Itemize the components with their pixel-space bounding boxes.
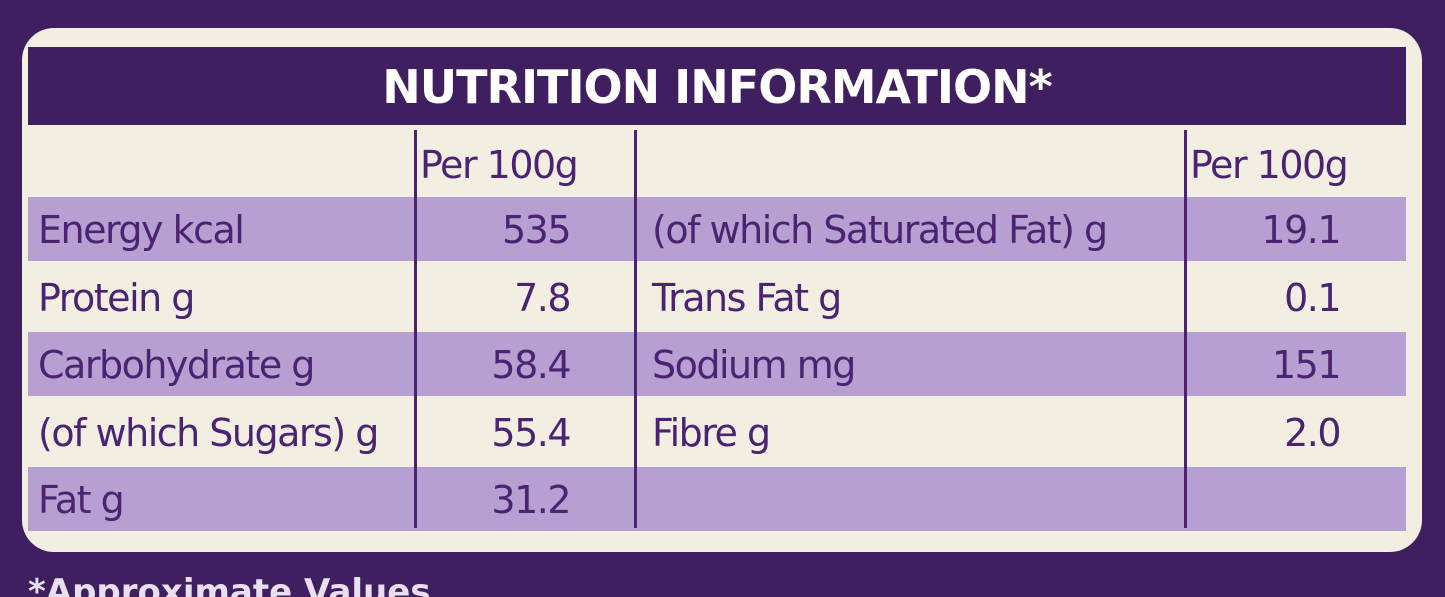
nutrient-label: Carbohydrate g: [38, 343, 315, 387]
nutrient-label: Protein g: [38, 275, 195, 320]
nutrient-value: 7.8: [514, 275, 571, 320]
row-shade: [28, 332, 1406, 396]
column-divider: [634, 130, 637, 528]
nutrient-value: 151: [1271, 343, 1342, 387]
column-header: Per 100g: [1190, 143, 1349, 187]
nutrient-value: 55.4: [491, 410, 571, 455]
nutrient-value: 19.1: [1261, 208, 1341, 252]
nutrient-label: Trans Fat g: [652, 275, 842, 320]
nutrient-value: 0.1: [1284, 275, 1341, 320]
column-divider: [1184, 130, 1187, 528]
nutrient-label: (of which Saturated Fat) g: [652, 208, 1108, 252]
footnote: *Approximate Values: [28, 572, 431, 597]
nutrient-label: Fibre g: [652, 410, 771, 455]
row-shade: [28, 197, 1406, 261]
nutrient-value: 58.4: [491, 343, 571, 387]
title: NUTRITION INFORMATION*: [28, 47, 1406, 125]
column-divider: [414, 130, 417, 528]
nutrient-label: Sodium mg: [652, 343, 856, 387]
nutrient-label: Energy kcal: [38, 208, 245, 252]
nutrient-value: 31.2: [491, 478, 571, 522]
nutrient-label: Fat g: [38, 478, 125, 522]
nutrient-label: (of which Sugars) g: [38, 410, 379, 455]
row-shade: [28, 467, 1406, 531]
nutrient-value: 2.0: [1284, 410, 1341, 455]
nutrient-value: 535: [501, 208, 572, 252]
column-header: Per 100g: [420, 143, 579, 187]
